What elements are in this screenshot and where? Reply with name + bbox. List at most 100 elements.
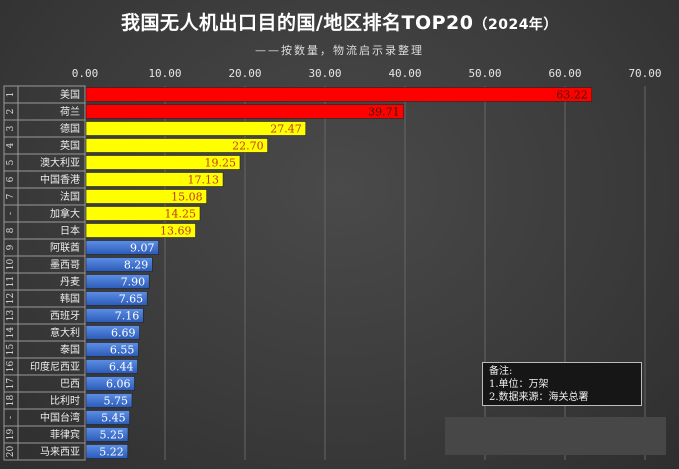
category-label: 比利时 (50, 395, 80, 407)
rank-label: 2 (6, 109, 16, 115)
rank-label: 18 (6, 395, 16, 407)
value-label: 63.22 (556, 89, 588, 102)
value-label: 13.69 (160, 225, 192, 238)
rank-label: 5 (6, 159, 16, 165)
x-tick-label: 10.00 (148, 67, 181, 80)
category-label: 泰国 (60, 343, 80, 356)
category-label: 加拿大 (50, 207, 80, 220)
value-label: 5.22 (99, 446, 124, 459)
title-text: 我国无人机出口目的国/地区排名TOP20 (121, 12, 474, 34)
bar (85, 257, 153, 272)
category-label: 韩国 (60, 292, 80, 305)
bar (85, 138, 268, 153)
rank-label: 16 (6, 361, 16, 373)
value-label: 7.65 (119, 293, 144, 306)
chart-subtitle: ——按数量，物流启示录整理 (255, 44, 424, 57)
category-label: 菲律宾 (50, 428, 80, 441)
notes-heading: 备注: (489, 366, 513, 377)
rank-label: 4 (6, 142, 16, 148)
category-label: 英国 (60, 139, 80, 152)
bar (85, 240, 159, 255)
rank-label: 9 (6, 244, 16, 250)
value-label: 6.44 (109, 361, 134, 374)
category-label: 中国香港 (40, 173, 80, 186)
bar (85, 359, 138, 374)
value-label: 9.07 (130, 242, 155, 255)
bar (85, 427, 129, 442)
rank-label: 15 (6, 344, 16, 356)
bar (85, 342, 139, 357)
value-label: 6.69 (111, 327, 136, 340)
category-label: 西班牙 (50, 310, 80, 322)
value-label: 14.25 (165, 208, 197, 221)
bar (85, 291, 148, 306)
value-label: 8.29 (124, 259, 149, 272)
bar (85, 444, 129, 459)
category-label: 澳大利亚 (40, 156, 80, 169)
bar (85, 410, 130, 425)
rank-label: 12 (6, 293, 16, 304)
rank-label: 20 (6, 446, 16, 458)
category-label: 日本 (60, 224, 80, 237)
bar (85, 376, 135, 391)
bar (85, 206, 201, 221)
value-label: 5.75 (104, 395, 129, 408)
category-label: 巴西 (60, 378, 80, 390)
value-label: 17.13 (188, 174, 220, 187)
bar (85, 121, 307, 136)
value-label: 27.47 (270, 123, 302, 136)
category-label: 丹麦 (60, 276, 80, 288)
bar (85, 104, 404, 119)
rank-label: 7 (6, 193, 16, 199)
value-label: 6.55 (110, 344, 135, 357)
category-label: 意大利 (50, 326, 80, 339)
rank-label: 14 (6, 327, 16, 339)
bar (85, 274, 150, 289)
category-label: 印度尼西亚 (30, 360, 80, 373)
category-label: 阿联酋 (50, 241, 80, 254)
chart-title: 我国无人机出口目的国/地区排名TOP20（2024年） (0, 8, 679, 35)
bar (85, 223, 196, 238)
category-label: 中国台湾 (40, 411, 80, 424)
placeholder-box (445, 417, 666, 455)
value-label: 6.06 (106, 378, 131, 391)
bar (85, 393, 133, 408)
bar (85, 155, 241, 170)
x-tick-label: 30.00 (308, 67, 341, 80)
category-label: 马来西亚 (40, 446, 80, 458)
rank-label: 19 (6, 429, 16, 441)
value-label: 5.25 (100, 429, 125, 442)
bar (85, 189, 207, 204)
rank-label: - (6, 416, 16, 419)
value-label: 39.71 (368, 106, 400, 119)
value-label: 19.25 (205, 157, 237, 170)
x-tick-label: 70.00 (628, 67, 661, 80)
x-tick-label: 50.00 (468, 67, 501, 80)
category-label: 荷兰 (60, 105, 80, 118)
bar (85, 87, 593, 102)
category-label: 美国 (60, 88, 80, 101)
rank-label: 13 (6, 310, 16, 322)
rank-label: 11 (6, 276, 16, 287)
x-tick-label: 40.00 (388, 67, 421, 80)
rank-label: 8 (6, 227, 16, 233)
category-label: 墨西哥 (50, 259, 80, 271)
x-tick-label: 60.00 (548, 67, 581, 80)
bar (85, 172, 224, 187)
rank-label: 3 (6, 125, 16, 131)
rank-label: - (6, 212, 16, 215)
x-tick-label: 20.00 (228, 67, 261, 80)
value-label: 7.16 (115, 310, 140, 323)
rank-label: 1 (6, 92, 16, 98)
notes-unit: 1.单位：万架 (489, 379, 549, 390)
value-label: 5.45 (101, 412, 126, 425)
notes-box: 备注: 1.单位：万架 2.数据来源：海关总署 (482, 362, 642, 406)
rank-label: 17 (6, 378, 16, 390)
value-label: 22.70 (232, 140, 264, 153)
category-label: 法国 (60, 190, 80, 203)
value-label: 7.90 (121, 276, 146, 289)
x-tick-label: 0.00 (72, 67, 99, 80)
bar (85, 308, 144, 323)
rank-label: 6 (6, 176, 16, 182)
